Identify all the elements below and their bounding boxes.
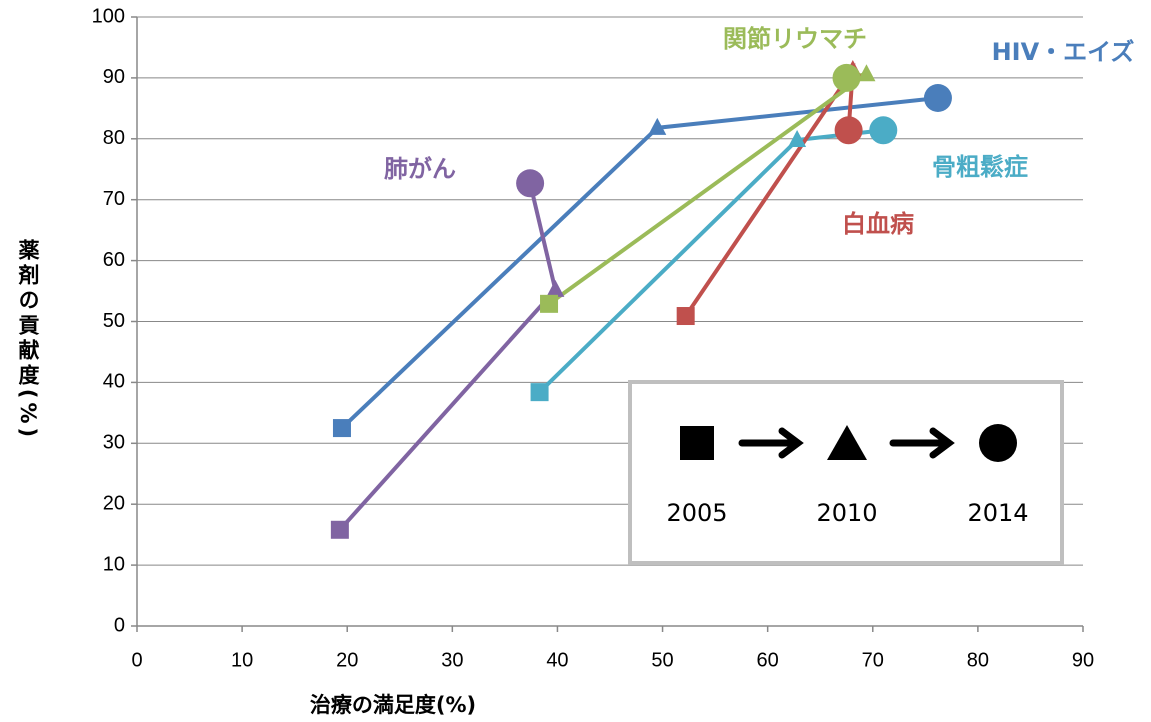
x-tick-label: 40 — [546, 649, 568, 671]
legend: 2005 2010 2014 — [628, 380, 1064, 565]
series-label: 白血病 — [842, 210, 914, 238]
y-tick-label: 80 — [103, 127, 125, 149]
marker-circle — [834, 116, 863, 145]
series-line — [684, 62, 856, 318]
y-tick-label: 40 — [103, 371, 125, 393]
legend-square — [680, 426, 714, 460]
x-tick-label: 70 — [862, 649, 884, 671]
x-tick-label: 20 — [336, 649, 358, 671]
marker-circle — [832, 63, 861, 92]
y-tick-label: 50 — [103, 310, 125, 332]
legend-circle — [979, 424, 1017, 462]
series-line — [340, 96, 939, 430]
y-tick-label: 0 — [114, 614, 125, 636]
series-line — [338, 182, 558, 532]
series-line — [538, 128, 884, 394]
y-tick-label: 20 — [103, 492, 125, 514]
y-axis-label: 薬剤の貢献度(%) — [16, 239, 41, 441]
series-line — [547, 72, 868, 306]
x-tick-label: 60 — [757, 649, 779, 671]
legend-year: 2005 — [666, 499, 727, 527]
x-tick-label: 0 — [131, 649, 142, 671]
series-label: 肺がん — [384, 155, 456, 183]
x-tick-label: 10 — [231, 649, 253, 671]
legend-year: 2010 — [816, 499, 877, 527]
marker-circle — [923, 83, 952, 112]
legend-triangle — [827, 425, 867, 460]
legend-arrow — [889, 427, 955, 459]
marker-triangle — [546, 279, 565, 297]
legend-arrow — [738, 427, 804, 459]
series-label: 関節リウマチ — [723, 25, 867, 53]
marker-triangle — [857, 64, 876, 82]
y-tick-label: 70 — [103, 188, 125, 210]
series-label: HIV・エイズ — [992, 38, 1135, 66]
legend-box — [628, 380, 1064, 565]
x-tick-label: 90 — [1072, 649, 1094, 671]
x-tick-label: 50 — [651, 649, 673, 671]
y-tick-label: 90 — [103, 66, 125, 88]
marker-triangle — [788, 130, 807, 148]
marker-square — [540, 294, 559, 313]
y-tick-label: 60 — [103, 249, 125, 271]
marker-square — [676, 307, 695, 326]
marker-circle — [516, 169, 545, 198]
y-tick-label: 30 — [103, 432, 125, 454]
marker-square — [332, 419, 351, 438]
y-tick-label: 10 — [103, 553, 125, 575]
y-tick-label: 100 — [92, 5, 125, 27]
x-tick-label: 30 — [441, 649, 463, 671]
series-label: 骨粗鬆症 — [932, 153, 1028, 181]
marker-square — [530, 383, 549, 402]
marker-triangle — [648, 117, 667, 135]
marker-square — [330, 520, 349, 539]
legend-year: 2014 — [967, 499, 1028, 527]
x-tick-label: 80 — [967, 649, 989, 671]
marker-circle — [869, 116, 898, 145]
x-axis-label: 治療の満足度(%) — [310, 693, 476, 717]
